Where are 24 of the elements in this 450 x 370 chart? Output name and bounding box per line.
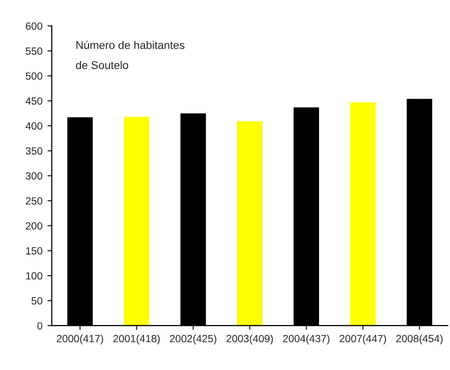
y-tick-label: 0: [37, 322, 42, 330]
x-tick-label: 2002(425): [170, 334, 216, 344]
y-tick-label: 400: [26, 122, 42, 130]
x-tick-label: 2008(454): [396, 334, 443, 344]
y-tick-label: 550: [26, 47, 42, 55]
text: Número de habitantes de Soutelo: [76, 40, 184, 70]
y-tick-label: 100: [26, 272, 42, 280]
y-tick-label: 300: [26, 172, 42, 180]
bar: [237, 121, 262, 326]
bar: [124, 116, 150, 326]
y-tick-label: 150: [26, 247, 42, 255]
y-tick-label: 250: [26, 197, 42, 205]
y-tick-label: 450: [26, 97, 42, 105]
x-tick-label: 2000(417): [56, 334, 104, 344]
y-tick-label: 50: [32, 297, 42, 304]
x-tick-label: 2001(418): [113, 334, 160, 344]
y-tick-label: 200: [26, 222, 42, 230]
x-tick-label: 2004(437): [283, 334, 330, 344]
x-tick-label: 2003(409): [226, 334, 273, 344]
y-tick-label: 500: [26, 72, 42, 80]
bar: [350, 102, 376, 326]
y-tick-label: 600: [26, 22, 42, 30]
x-tick-label: 2007(447): [340, 334, 386, 344]
y-tick-label: 350: [26, 147, 42, 155]
